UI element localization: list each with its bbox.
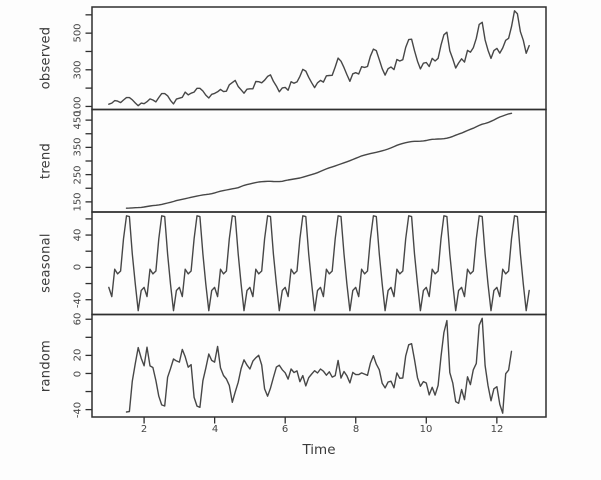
trend-series-line <box>125 112 513 209</box>
trend-panel-box <box>91 108 547 213</box>
observed-panel-box <box>91 6 547 111</box>
observed-series-line <box>108 10 530 107</box>
seasonal-series-line <box>108 215 530 312</box>
random-panel-box <box>91 313 547 418</box>
random-series-line <box>125 317 513 414</box>
